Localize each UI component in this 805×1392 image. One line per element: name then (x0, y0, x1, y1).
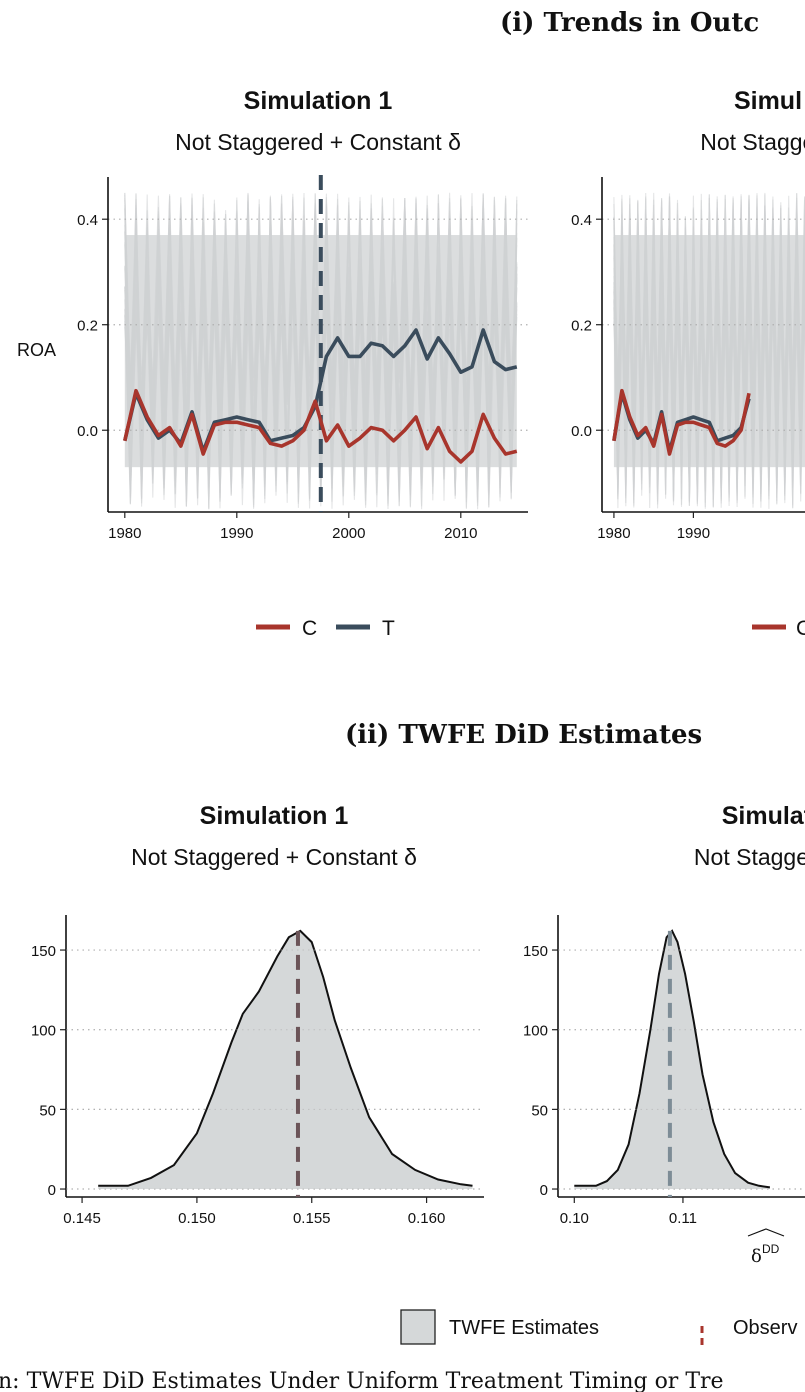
panel-ii-legend: TWFE Estimates Observ (400, 1309, 797, 1346)
y-tick-label: 50 (39, 1102, 56, 1119)
panel-i-legend-sim2: C (752, 617, 805, 640)
density-area (98, 930, 473, 1189)
y-tick-label: 0.2 (571, 318, 592, 335)
legend-control-label-2: C (796, 617, 805, 640)
density-curve (574, 929, 771, 1189)
figure-caption: n: TWFE DiD Estimates Under Uniform Trea… (0, 1369, 724, 1392)
x-tick-label: 2000 (332, 525, 365, 542)
chart-subtitle: Not Staggered + Constant δ (131, 844, 417, 870)
x-tick-label: 1980 (108, 525, 141, 542)
y-axis-label: ROA (17, 340, 56, 360)
panel-i-title: (i) Trends in Outc (500, 8, 759, 38)
x-tick-label: 1990 (677, 525, 710, 542)
y-tick-label: 150 (31, 943, 56, 960)
x-tick-label: 0.155 (293, 1210, 331, 1227)
x-axis-label-hat (747, 1228, 785, 1237)
panel-ii-title: (ii) TWFE DiD Estimates (345, 720, 702, 750)
chart-title: Simulatio (722, 802, 805, 830)
x-tick-label: 0.10 (560, 1210, 589, 1227)
x-tick-label: 0.150 (178, 1210, 216, 1227)
chart-subtitle: Not Staggered + (694, 844, 805, 870)
x-axis-label-dd-superscript: DD (762, 1242, 780, 1256)
legend-control-label: C (302, 617, 317, 640)
x-tick-label: 1980 (597, 525, 630, 542)
x-tick-label: 2010 (444, 525, 477, 542)
legend-twfe-swatch (400, 1309, 436, 1345)
x-tick-label: 0.160 (408, 1210, 446, 1227)
y-tick-label: 0.4 (571, 212, 592, 229)
control-series-line (612, 388, 751, 456)
x-tick-label: 1990 (220, 525, 253, 542)
legend-observed-label: Observ (733, 1317, 797, 1339)
density-curve (98, 929, 473, 1187)
y-tick-label: 50 (531, 1102, 548, 1119)
y-tick-label: 0 (48, 1182, 56, 1199)
density-area (574, 930, 770, 1189)
chart-title: Simulation 1 (244, 87, 393, 115)
y-tick-label: 0.2 (77, 318, 98, 335)
y-tick-label: 0.0 (571, 423, 592, 440)
control-series-line (123, 388, 518, 464)
legend-treated-label: T (382, 617, 395, 640)
chart-subtitle: Not Staggere (700, 129, 805, 155)
panel-i-chart-simulation-2: Simul Not Staggere 0.0 0.2 0.4 1980 1990 (571, 87, 805, 542)
panel-i-chart-simulation-1: Simulation 1 Not Staggered + Constant δ RO… (17, 87, 528, 542)
y-tick-label: 0.4 (77, 212, 98, 229)
panel-ii-chart-simulation-2: Simulatio Not Staggered + 0 50 100 150 0.10 0.1… (523, 802, 805, 1227)
y-tick-label: 0 (540, 1182, 548, 1199)
x-axis-label-delta-dd: δ DD (747, 1228, 785, 1267)
panel-ii-chart-simulation-1: Simulation 1 Not Staggered + Constant δ 0 5… (31, 802, 484, 1227)
y-tick-label: 150 (523, 943, 548, 960)
panel-i-legend-sim1: C T (256, 617, 395, 640)
chart-subtitle: Not Staggered + Constant δ (175, 129, 461, 155)
chart-title: Simul (734, 87, 802, 115)
y-tick-label: 100 (31, 1023, 56, 1040)
y-tick-label: 100 (523, 1023, 548, 1040)
x-axis-label-delta: δ (751, 1246, 762, 1267)
x-tick-label: 0.11 (669, 1210, 697, 1227)
simulation-noise-band (613, 192, 805, 509)
x-tick-label: 0.145 (63, 1210, 101, 1227)
y-tick-label: 0.0 (77, 423, 98, 440)
chart-title: Simulation 1 (200, 802, 349, 830)
legend-twfe-label: TWFE Estimates (449, 1317, 599, 1339)
